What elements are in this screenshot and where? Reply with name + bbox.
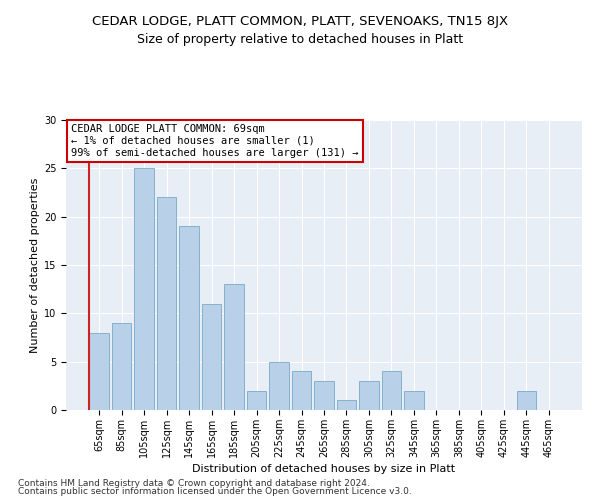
Y-axis label: Number of detached properties: Number of detached properties xyxy=(29,178,40,352)
Bar xyxy=(517,390,536,410)
Bar xyxy=(359,381,379,410)
Text: Size of property relative to detached houses in Platt: Size of property relative to detached ho… xyxy=(137,32,463,46)
Bar xyxy=(314,381,334,410)
Bar xyxy=(382,372,401,410)
Bar xyxy=(112,323,131,410)
X-axis label: Distribution of detached houses by size in Platt: Distribution of detached houses by size … xyxy=(193,464,455,474)
Bar xyxy=(337,400,356,410)
Bar xyxy=(292,372,311,410)
Bar xyxy=(202,304,221,410)
Bar xyxy=(269,362,289,410)
Bar xyxy=(157,198,176,410)
Text: CEDAR LODGE, PLATT COMMON, PLATT, SEVENOAKS, TN15 8JX: CEDAR LODGE, PLATT COMMON, PLATT, SEVENO… xyxy=(92,15,508,28)
Bar xyxy=(224,284,244,410)
Bar xyxy=(134,168,154,410)
Text: Contains public sector information licensed under the Open Government Licence v3: Contains public sector information licen… xyxy=(18,487,412,496)
Bar xyxy=(89,332,109,410)
Bar xyxy=(247,390,266,410)
Text: CEDAR LODGE PLATT COMMON: 69sqm
← 1% of detached houses are smaller (1)
99% of s: CEDAR LODGE PLATT COMMON: 69sqm ← 1% of … xyxy=(71,124,359,158)
Text: Contains HM Land Registry data © Crown copyright and database right 2024.: Contains HM Land Registry data © Crown c… xyxy=(18,478,370,488)
Bar xyxy=(404,390,424,410)
Bar xyxy=(179,226,199,410)
